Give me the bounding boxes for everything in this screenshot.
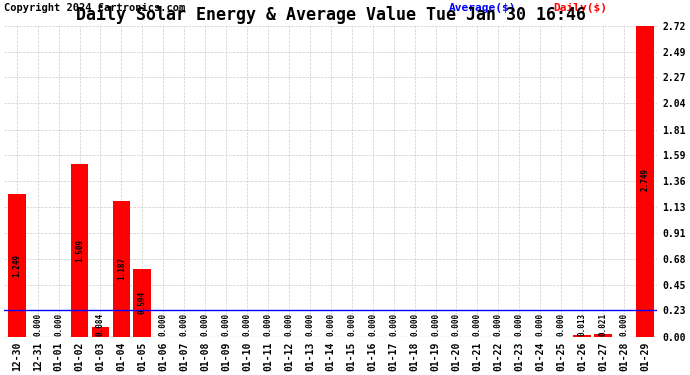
Text: 1.509: 1.509 (75, 239, 84, 262)
Text: 0.000: 0.000 (535, 313, 544, 336)
Text: 0.000: 0.000 (431, 313, 440, 336)
Text: 0.000: 0.000 (243, 313, 252, 336)
Text: 0.000: 0.000 (347, 313, 356, 336)
Text: Average($): Average($) (448, 3, 516, 13)
Text: 2.749: 2.749 (640, 168, 649, 191)
Text: 0.013: 0.013 (578, 313, 586, 336)
Text: Copyright 2024 Cartronics.com: Copyright 2024 Cartronics.com (4, 3, 186, 13)
Title: Daily Solar Energy & Average Value Tue Jan 30 16:46: Daily Solar Energy & Average Value Tue J… (76, 5, 586, 24)
Text: 0.000: 0.000 (494, 313, 503, 336)
Text: 1.249: 1.249 (12, 254, 21, 277)
Text: 0.000: 0.000 (452, 313, 461, 336)
Bar (70, 164, 88, 337)
Bar (8, 194, 26, 337)
Text: 0.000: 0.000 (557, 313, 566, 336)
Text: 0.000: 0.000 (368, 313, 377, 336)
Text: 0.000: 0.000 (306, 313, 315, 336)
Text: 0.000: 0.000 (284, 313, 293, 336)
Bar (636, 22, 654, 337)
Bar (112, 201, 130, 337)
Text: 0.000: 0.000 (201, 313, 210, 336)
Text: 1.187: 1.187 (117, 257, 126, 280)
Bar (133, 269, 151, 337)
Text: 0.000: 0.000 (515, 313, 524, 336)
Text: Daily($): Daily($) (553, 3, 607, 13)
Text: 0.000: 0.000 (221, 313, 230, 336)
Text: 0.000: 0.000 (33, 313, 42, 336)
Text: 0.000: 0.000 (54, 313, 63, 336)
Text: 0.000: 0.000 (159, 313, 168, 336)
Text: 0.000: 0.000 (326, 313, 335, 336)
Bar (92, 327, 110, 337)
Text: 0.594: 0.594 (138, 291, 147, 314)
Bar (573, 335, 591, 337)
Text: 0.000: 0.000 (179, 313, 189, 336)
Text: 0.084: 0.084 (96, 313, 105, 336)
Text: 0.000: 0.000 (473, 313, 482, 336)
Bar (594, 334, 612, 337)
Text: 0.000: 0.000 (410, 313, 419, 336)
Text: 0.000: 0.000 (264, 313, 273, 336)
Text: 0.021: 0.021 (598, 313, 607, 336)
Text: 0.000: 0.000 (620, 313, 629, 336)
Text: 0.000: 0.000 (389, 313, 398, 336)
